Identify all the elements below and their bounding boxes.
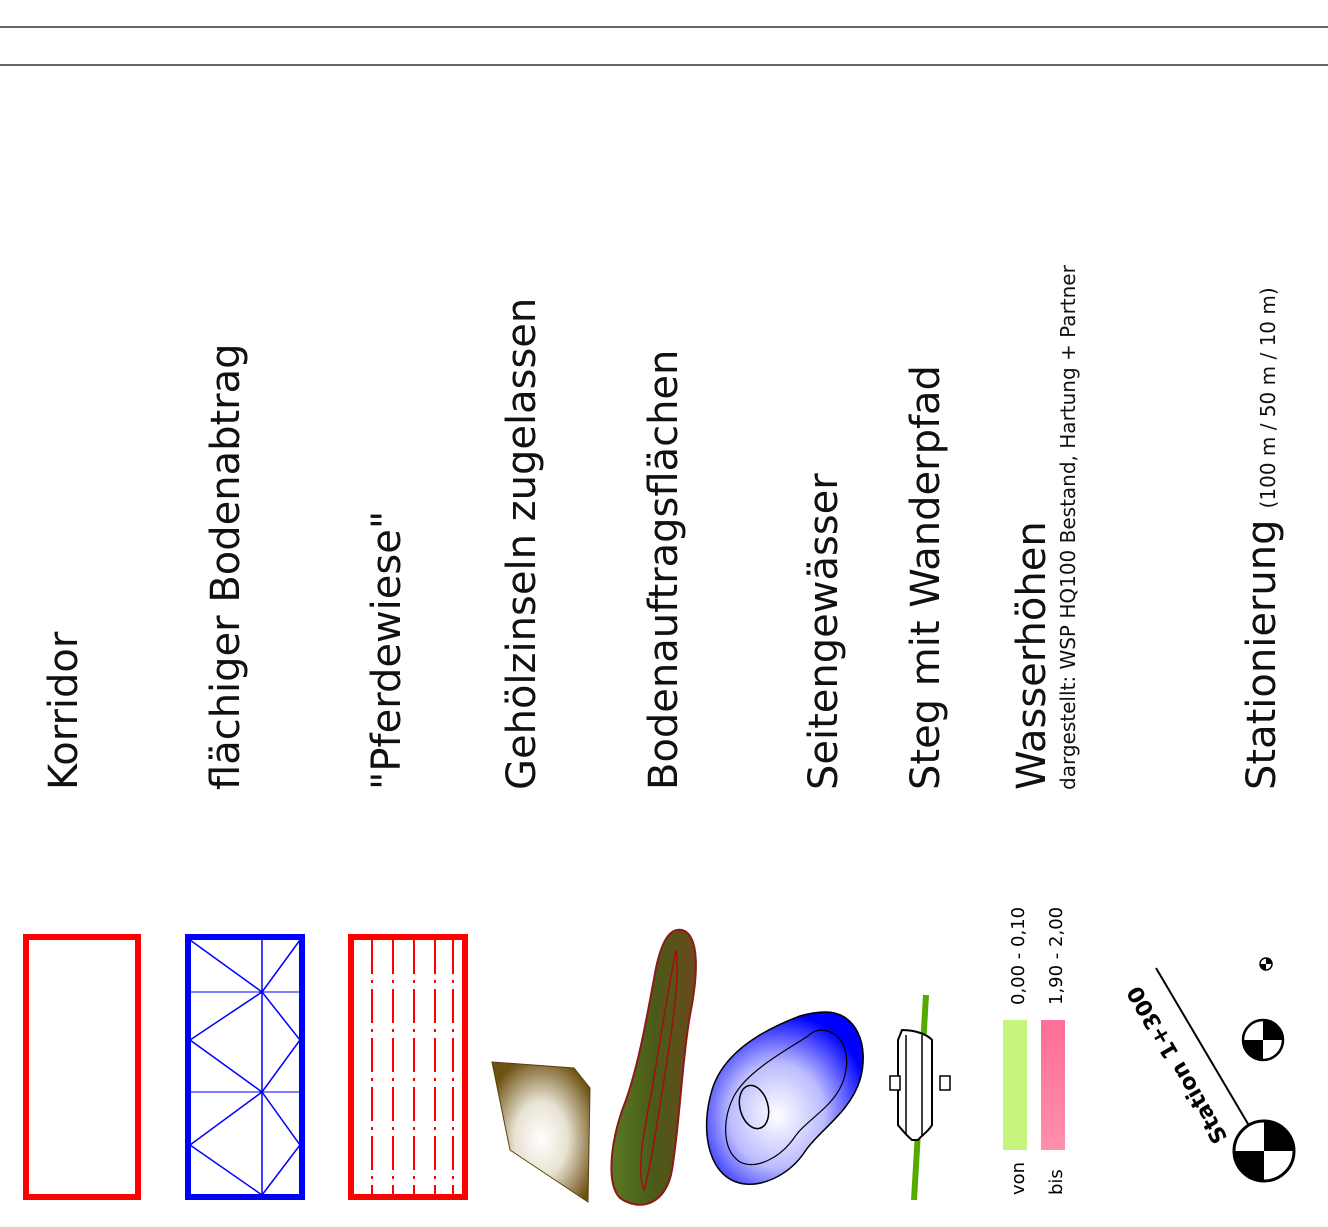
korridor-symbol [23, 934, 141, 1200]
label-bis: bis [1046, 1169, 1067, 1195]
steg-symbol [889, 994, 951, 1201]
swatch-bis [1041, 1020, 1065, 1150]
label-von-range: 0,00 - 0,10 [1008, 907, 1029, 1005]
bodenauftrag-symbol [610, 928, 697, 1206]
marker-50m [1241, 1018, 1285, 1062]
bodenabtrag-symbol [185, 934, 305, 1200]
marker-10m [1259, 957, 1273, 971]
wasserhoehen-legend: von bis 0,00 - 0,10 1,90 - 2,00 [1003, 907, 1067, 1195]
second-rule [0, 64, 1328, 66]
label-von: von [1008, 1162, 1029, 1195]
gehoelzinseln-symbol [491, 1061, 591, 1203]
pferdewiese-symbol [348, 934, 468, 1200]
swatch-von [1003, 1020, 1027, 1150]
stationierung-symbols: Station 1+300 [1123, 957, 1296, 1183]
top-rule [0, 26, 1328, 28]
label-bis-range: 1,90 - 2,00 [1046, 907, 1067, 1005]
seitengewaesser-symbol [705, 1011, 864, 1185]
marker-100m [1232, 1119, 1296, 1183]
